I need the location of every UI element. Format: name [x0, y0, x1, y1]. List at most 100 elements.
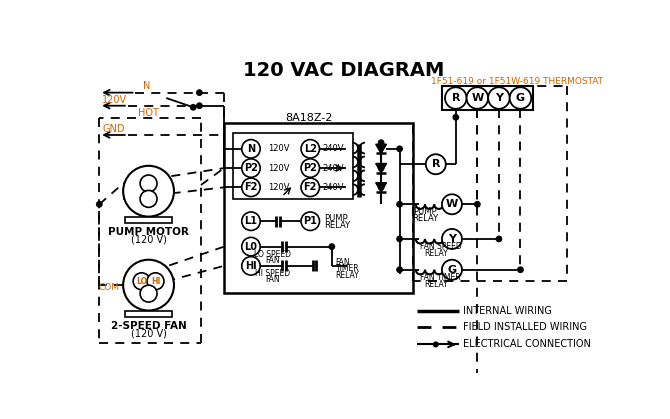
Text: R: R	[452, 93, 460, 103]
Text: P2: P2	[304, 163, 317, 173]
Text: INTERNAL WIRING: INTERNAL WIRING	[463, 305, 551, 316]
Text: TIMER: TIMER	[336, 264, 359, 274]
Circle shape	[496, 236, 502, 242]
FancyBboxPatch shape	[442, 86, 533, 110]
Text: HOT: HOT	[138, 108, 159, 118]
Circle shape	[453, 114, 458, 120]
Text: COM: COM	[98, 283, 119, 292]
Text: 8A18Z-2: 8A18Z-2	[285, 113, 332, 123]
Circle shape	[379, 166, 384, 171]
FancyBboxPatch shape	[224, 124, 413, 293]
Circle shape	[379, 185, 384, 190]
Circle shape	[140, 190, 157, 207]
Text: PUMP: PUMP	[324, 215, 348, 223]
Circle shape	[301, 212, 320, 230]
Circle shape	[488, 87, 510, 109]
Text: RELAY: RELAY	[412, 215, 438, 223]
Circle shape	[518, 267, 523, 272]
Text: R: R	[431, 159, 440, 169]
Text: (120 V): (120 V)	[131, 235, 167, 245]
Text: FAN: FAN	[265, 275, 280, 284]
Text: FAN SPEED: FAN SPEED	[420, 242, 462, 251]
Circle shape	[190, 105, 196, 110]
Circle shape	[123, 260, 174, 310]
Circle shape	[397, 267, 402, 272]
Circle shape	[242, 238, 260, 256]
Circle shape	[445, 87, 466, 109]
Polygon shape	[376, 183, 387, 192]
Text: RELAY: RELAY	[424, 249, 448, 258]
Text: G: G	[516, 93, 525, 103]
Text: FAN: FAN	[265, 256, 280, 265]
Text: P1: P1	[304, 216, 317, 226]
Text: FIELD INSTALLED WIRING: FIELD INSTALLED WIRING	[463, 323, 587, 333]
Text: 120 VAC DIAGRAM: 120 VAC DIAGRAM	[243, 61, 444, 80]
Polygon shape	[376, 163, 387, 173]
Text: F2: F2	[245, 182, 258, 192]
Text: GND: GND	[103, 124, 125, 134]
Circle shape	[140, 175, 157, 192]
Circle shape	[133, 273, 150, 290]
Text: W: W	[471, 93, 484, 103]
Text: L0: L0	[245, 242, 257, 252]
Circle shape	[197, 90, 202, 96]
Text: G: G	[448, 265, 456, 275]
Text: N: N	[247, 144, 255, 154]
Circle shape	[123, 166, 174, 217]
Text: 120V: 120V	[268, 183, 289, 192]
Circle shape	[379, 140, 384, 145]
Circle shape	[442, 260, 462, 280]
Circle shape	[510, 87, 531, 109]
Text: L1: L1	[245, 216, 257, 226]
Text: 2-SPEED FAN: 2-SPEED FAN	[111, 321, 186, 331]
Circle shape	[242, 140, 260, 158]
Circle shape	[242, 159, 260, 177]
Circle shape	[301, 140, 320, 158]
Circle shape	[301, 159, 320, 177]
Text: HI: HI	[245, 261, 257, 271]
Circle shape	[242, 178, 260, 197]
Circle shape	[474, 202, 480, 207]
Text: FAN TIMER: FAN TIMER	[420, 273, 461, 282]
Text: RELAY: RELAY	[336, 271, 359, 279]
Circle shape	[442, 194, 462, 214]
Text: 120V: 120V	[268, 163, 289, 173]
Text: (120 V): (120 V)	[131, 328, 167, 339]
Text: F2: F2	[304, 182, 317, 192]
Text: Y: Y	[495, 93, 503, 103]
Text: L2: L2	[304, 144, 317, 154]
Circle shape	[329, 244, 334, 249]
Text: HI: HI	[151, 277, 160, 286]
Circle shape	[425, 154, 446, 174]
Text: FAN: FAN	[336, 258, 350, 267]
Circle shape	[197, 103, 202, 109]
Text: 1F51-619 or 1F51W-619 THERMOSTAT: 1F51-619 or 1F51W-619 THERMOSTAT	[431, 77, 602, 85]
Polygon shape	[376, 144, 387, 153]
Circle shape	[442, 229, 462, 249]
Text: PUMP MOTOR: PUMP MOTOR	[108, 227, 189, 237]
Text: RELAY: RELAY	[424, 280, 448, 289]
Circle shape	[96, 202, 102, 207]
FancyBboxPatch shape	[233, 133, 352, 199]
Bar	[125, 217, 172, 223]
Text: 120V: 120V	[268, 144, 289, 153]
Text: P2: P2	[244, 163, 258, 173]
Text: 240V: 240V	[322, 144, 344, 153]
Circle shape	[242, 212, 260, 230]
Text: Y: Y	[448, 234, 456, 244]
Text: 240V: 240V	[322, 163, 344, 173]
Text: N: N	[143, 81, 151, 91]
Text: W: W	[446, 199, 458, 209]
Circle shape	[397, 146, 402, 152]
Circle shape	[242, 257, 260, 275]
Circle shape	[433, 342, 438, 347]
Text: PUMP: PUMP	[413, 207, 437, 217]
Circle shape	[140, 285, 157, 302]
Circle shape	[397, 202, 402, 207]
Circle shape	[147, 273, 164, 290]
Text: 240V: 240V	[322, 183, 344, 192]
Circle shape	[397, 236, 402, 242]
Text: 120V: 120V	[103, 95, 127, 105]
Circle shape	[301, 178, 320, 197]
Text: RELAY: RELAY	[324, 221, 350, 230]
